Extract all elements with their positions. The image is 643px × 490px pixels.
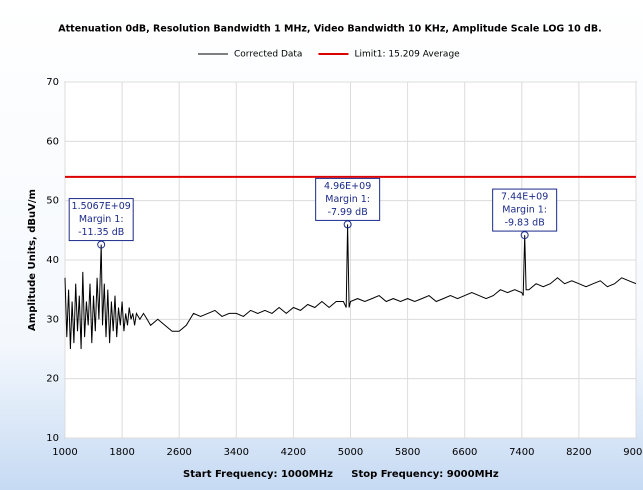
annotation-text: -7.99 dB: [328, 207, 368, 218]
y-tick-label: 50: [46, 196, 59, 207]
annotation-box: [315, 177, 381, 221]
x-tick-label: 4200: [281, 447, 306, 458]
x-tick-label: 7400: [509, 447, 534, 458]
y-tick-label: 70: [46, 77, 59, 88]
x-tick-label: 9000: [623, 447, 643, 458]
annotation-text: Margin 1:: [325, 194, 370, 205]
annotation-marker: [520, 231, 529, 240]
annotation-box: [492, 188, 558, 232]
x-tick-label: 1000: [52, 447, 77, 458]
annotation-text: Margin 1:: [79, 214, 124, 225]
y-axis-label: Amplitude Units, dBuV/m: [27, 189, 38, 331]
data-line: [64, 224, 637, 350]
y-tick-label: 60: [46, 136, 59, 147]
y-tick-label: 10: [46, 433, 59, 444]
footer-stop: Stop Frequency: 9000MHz: [351, 469, 499, 480]
annotation-text: -9.83 dB: [505, 218, 545, 229]
y-tick-label: 30: [46, 314, 59, 325]
y-tick-label: 20: [46, 374, 59, 385]
chart-title: Attenuation 0dB, Resolution Bandwidth 1 …: [58, 24, 601, 35]
legend-label: Corrected Data: [234, 50, 302, 60]
x-tick-label: 8200: [566, 447, 591, 458]
legend-label: Limit1: 15.209 Average: [354, 50, 460, 60]
x-tick-label: 1800: [109, 447, 134, 458]
annotation-marker: [343, 220, 352, 229]
x-tick-label: 6600: [452, 447, 477, 458]
x-tick-label: 3400: [224, 447, 249, 458]
annotation-text: -11.35 dB: [78, 227, 124, 238]
annotation-text: 1.5067E+09: [72, 201, 131, 212]
annotation-text: 7.44E+09: [501, 192, 548, 203]
annotation-text: Margin 1:: [502, 205, 547, 216]
footer-start: Start Frequency: 1000MHz: [183, 469, 333, 480]
x-tick-label: 5000: [338, 447, 363, 458]
y-tick-label: 40: [46, 255, 59, 266]
x-tick-label: 2600: [166, 447, 191, 458]
annotation-text: 4.96E+09: [324, 181, 371, 192]
x-tick-label: 5800: [395, 447, 420, 458]
annotation-marker: [97, 240, 106, 249]
